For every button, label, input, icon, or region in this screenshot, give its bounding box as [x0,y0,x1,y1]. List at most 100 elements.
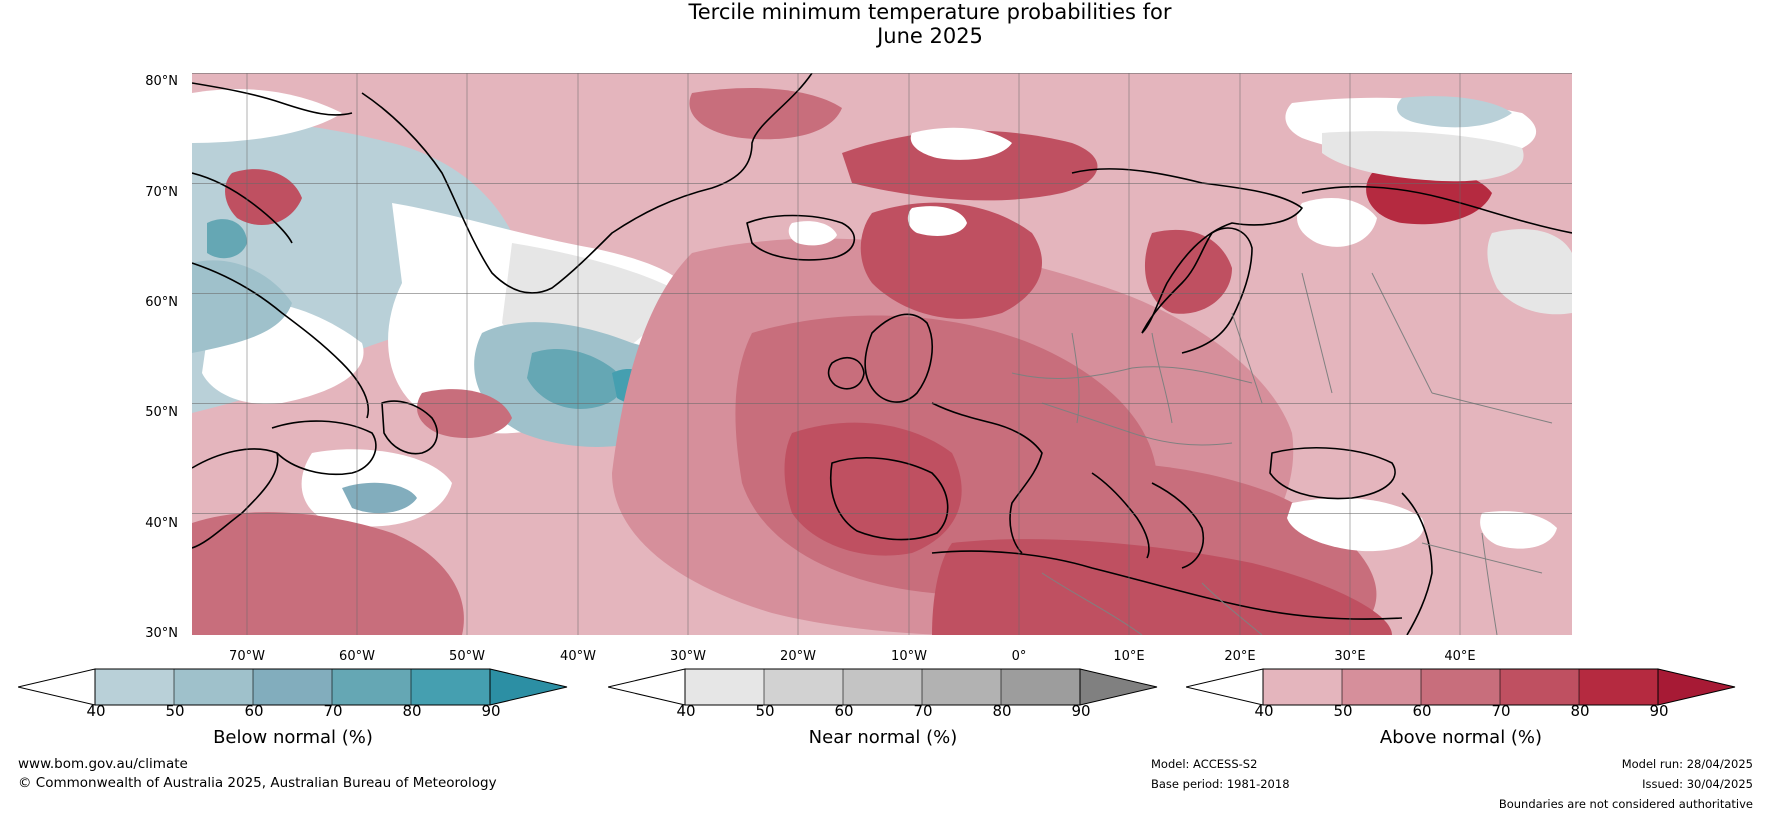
above-tick-50: 50 [1333,702,1353,720]
border-3 [1071,332,1080,424]
footer-disclaimer: Boundaries are not considered authoritat… [1498,797,1753,811]
coast-greenland [361,73,813,294]
colorbar-above-normal-label: Above normal (%) [1379,727,1543,748]
lon-label-60w: 60°W [339,649,375,664]
footer-copyright: © Commonwealth of Australia 2025, Austra… [18,775,497,791]
title-line-2: June 2025 [877,24,983,48]
lon-label-30w: 30°W [670,649,706,664]
above-normal-russia [1366,168,1492,225]
coast-iceland [746,214,856,261]
above-normal-southwest [192,512,464,635]
coast-russia-north [1301,185,1572,234]
lon-label-70w: 70°W [229,649,265,664]
border-2 [1041,402,1233,446]
white-region-caspian [1480,511,1557,549]
above-tick-70: 70 [1491,702,1511,720]
below-normal-newfoundland-core [342,482,417,514]
probability-map [192,73,1572,635]
above-normal-nova-scotia [417,389,512,438]
lon-label-20w: 20°W [780,649,816,664]
border-5 [1231,312,1263,404]
coast-baffin [192,172,293,244]
border-10 [1481,532,1498,635]
below-normal-atlantic-inner [527,348,623,409]
above-normal-scandinavia [1144,229,1232,314]
above-normal-north-sea [860,202,1042,319]
lat-label-30n: 30°N [145,626,178,641]
white-region-west [192,89,342,143]
below-tick-40: 40 [86,702,106,720]
border-6 [1301,272,1333,394]
coast-labrador [192,262,369,419]
border-11 [1041,572,1143,635]
footer-website: www.bom.gov.au/climate [18,756,188,772]
white-region-turkey [1287,498,1424,552]
above-normal-arctic-band [842,130,1098,201]
coast-ireland [827,357,865,390]
coast-levant [1401,492,1433,635]
near-tick-80: 80 [992,702,1012,720]
colorbar-above-normal-ticks: 40 50 60 70 80 90 [1186,703,1736,719]
coast-balkans-greece [1151,482,1204,569]
map-svg [192,73,1572,635]
lon-label-30e: 30°E [1334,649,1366,664]
above-tick-80: 80 [1570,702,1590,720]
border-12 [1201,582,1263,635]
chart-title: Tercile minimum temperature probabilitie… [0,0,1770,48]
lat-label-40n: 40°N [145,516,178,531]
above-normal-greenland-sea [689,88,842,140]
coast-italy [1091,472,1150,559]
lat-label-50n: 50°N [145,405,178,420]
below-tick-80: 80 [402,702,422,720]
lon-label-10w: 10°W [891,649,927,664]
below-normal-labrador [192,260,292,353]
near-tick-90: 90 [1071,702,1091,720]
border-9 [1421,542,1543,574]
white-region-iceland [788,221,837,246]
below-normal-east-arctic [1397,96,1512,128]
title-line-1: Tercile minimum temperature probabilitie… [688,0,1172,24]
colorbar-near-normal-label: Near normal (%) [808,727,958,748]
near-tick-70: 70 [913,702,933,720]
lon-label-50w: 50°W [449,649,485,664]
lat-label-60n: 60°N [145,295,178,310]
coast-british-isles [864,313,933,403]
below-normal-hudson [207,219,247,259]
white-region-faroe [907,206,967,236]
border-4 [1151,332,1173,424]
white-region-finland [1297,198,1377,247]
near-normal-east-edge [1487,229,1572,315]
near-tick-60: 60 [834,702,854,720]
coast-nova-scotia [271,420,377,476]
colorbar-near-normal [607,668,1158,706]
border-7 [1371,272,1433,394]
colorbar-above-normal [1185,668,1736,706]
colorbar-below-normal-ticks: 40 50 60 70 80 90 [18,703,568,719]
above-tick-90: 90 [1649,702,1669,720]
lon-label-40e: 40°E [1444,649,1476,664]
lon-label-40w: 40°W [560,649,596,664]
coastlines [192,73,1572,635]
near-normal-east-arctic [1322,131,1524,182]
coast-norway [1071,168,1303,334]
footer-issued: Issued: 30/04/2025 [1642,777,1753,791]
coast-europe-west [931,402,1043,554]
colorbar-below-normal-label: Below normal (%) [213,727,373,748]
below-tick-90: 90 [481,702,501,720]
coast-north-africa [931,550,1403,620]
borders [1011,272,1553,635]
below-tick-50: 50 [165,702,185,720]
above-tick-40: 40 [1254,702,1274,720]
above-normal-iberia [784,422,962,556]
white-region-mid-arctic [910,127,1012,160]
above-normal-canada-arctic [225,169,302,226]
above-tick-60: 60 [1412,702,1432,720]
colorbar-below-normal [17,668,568,706]
coast-us-east [192,448,279,549]
lon-label-10e: 10°E [1113,649,1145,664]
below-tick-60: 60 [244,702,264,720]
near-tick-40: 40 [676,702,696,720]
coast-canada-north [192,82,353,116]
graticule [192,73,1572,635]
footer-model: Model: ACCESS-S2 [1151,757,1258,771]
